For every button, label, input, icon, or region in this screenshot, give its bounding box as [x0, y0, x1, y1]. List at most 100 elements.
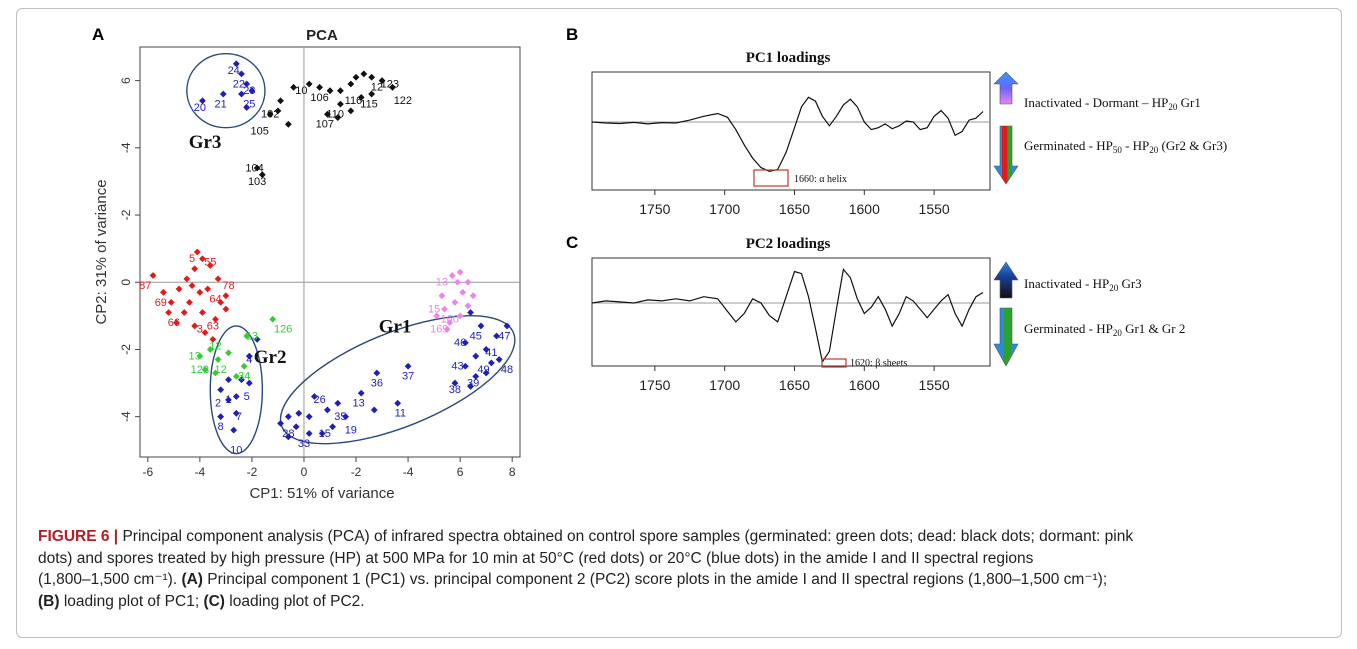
pca-point-gr3 — [199, 97, 206, 105]
pca-point-label: 8 — [218, 421, 224, 433]
pca-point-hp50 — [191, 265, 199, 273]
pca-point-label: 10 — [295, 85, 307, 97]
pca-point-gr1 — [495, 356, 503, 363]
pca-point-germinated — [214, 356, 222, 363]
loading-x-tick-label: 1650 — [779, 201, 810, 217]
pca-point-gr1 — [373, 369, 381, 377]
panel-label-a: A — [92, 25, 104, 44]
pca-point-dead — [305, 80, 313, 88]
pca-point-gr1 — [472, 352, 480, 360]
pca-point-label: 110 — [326, 109, 344, 121]
pca-point-label: 5 — [189, 253, 195, 265]
pca-point-label: 43 — [451, 361, 463, 373]
pca-point-label: 25 — [243, 98, 255, 110]
pca-point-gr1 — [394, 399, 402, 407]
pca-point-gr1 — [334, 399, 342, 407]
pca-point-dormant — [464, 302, 472, 310]
pca-point-hp50 — [204, 285, 212, 293]
pca-point-dormant — [454, 278, 461, 286]
pca-point-label: 1 — [225, 394, 231, 406]
panel-label-b: B — [566, 25, 578, 44]
pca-point-gr1 — [482, 369, 490, 377]
pca-point-label: 103 — [248, 176, 266, 188]
pca-point-hp50 — [173, 319, 180, 326]
pc2-loading-curve — [591, 268, 984, 364]
pca-point-gr1 — [284, 413, 292, 421]
pca-point-hp50 — [149, 272, 157, 279]
pca-point-label: 38 — [449, 384, 461, 396]
pca-y-tick-label: 0 — [119, 279, 133, 286]
pc1-highlight-box — [753, 169, 789, 187]
pca-point-hp50 — [222, 305, 230, 313]
pca-point-germinated — [243, 332, 251, 340]
pca-point-dead — [347, 80, 355, 88]
pca-point-label: 115 — [360, 98, 378, 110]
pca-point-hp50 — [217, 299, 225, 306]
pc1-loading-curve — [591, 96, 984, 173]
pca-point-label: 169 — [430, 324, 448, 336]
pca-y-tick-label: -2 — [119, 209, 133, 220]
pca-point-dormant — [459, 288, 467, 296]
pca-point-gr1 — [357, 389, 365, 397]
pca-plot-frame — [139, 46, 521, 458]
figure-caption: FIGURE 6 | Principal component analysis … — [38, 526, 1328, 612]
pca-point-dead — [253, 164, 261, 172]
pca-point-dead — [337, 100, 344, 108]
pc1-up-arrow — [993, 71, 1019, 105]
pca-point-dead — [352, 73, 360, 81]
pc1-annotation: 1660: α helix — [794, 174, 847, 185]
pca-point-label: 87 — [139, 280, 151, 292]
pca-point-gr2 — [225, 376, 232, 384]
pca-point-gr2 — [238, 376, 245, 384]
pca-point-dead — [266, 110, 274, 118]
pca-point-label: 123 — [381, 78, 399, 90]
pca-points — [149, 60, 511, 441]
loading-x-tick-label: 1700 — [709, 201, 740, 217]
loading-x-tick-label: 1550 — [919, 377, 950, 393]
pca-point-hp50 — [186, 299, 193, 306]
pca-point-label: 48 — [501, 364, 513, 376]
pca-point-dead — [357, 94, 365, 101]
pca-point-gr3 — [248, 87, 256, 95]
pca-point-gr2 — [245, 352, 253, 360]
pc1-x-ticks: 1750 1700 1650 1600 1550 — [639, 190, 950, 217]
pca-point-label: 47 — [498, 330, 510, 342]
pca-point-hp50 — [183, 275, 191, 283]
pca-point-dormant — [456, 268, 464, 276]
pca-point-dead — [347, 107, 355, 115]
group-ellipses — [186, 53, 516, 455]
caption-c-rest: loading plot of PC2. — [224, 592, 365, 610]
pca-point-dormant — [456, 312, 464, 320]
caption-line3: (1,800–1,500 cm⁻¹). — [38, 571, 178, 588]
pca-point-dead — [389, 83, 396, 91]
pca-point-hp50 — [175, 285, 183, 293]
pca-point-gr1 — [487, 359, 495, 367]
loading-x-tick-label: 1700 — [709, 377, 740, 393]
pca-point-gr3 — [232, 60, 240, 68]
pc2-annotation: 1620: β sheets — [850, 358, 907, 369]
pc2-title: PC2 loadings — [746, 236, 831, 252]
pca-point-label: 34 — [238, 371, 250, 383]
pca-point-label: 37 — [402, 371, 414, 383]
pca-point-label: 13 — [436, 277, 448, 289]
pca-x-tick-label: 0 — [301, 465, 308, 479]
pca-point-germinated — [225, 349, 232, 357]
pca-point-gr1 — [467, 309, 474, 316]
pca-point-dead — [290, 83, 297, 91]
pca-point-dormant — [441, 305, 448, 313]
loading-x-tick-label: 1600 — [849, 377, 880, 393]
pca-point-germinated — [196, 352, 204, 360]
pc1-side-up-label: Inactivated - Dormant – HP20 Gr1 — [1024, 95, 1201, 112]
pca-point-germinated — [232, 372, 240, 380]
pca-point-label: 10 — [230, 445, 242, 457]
pca-point-gr1 — [305, 430, 313, 437]
pca-y-tick-label: -4 — [119, 411, 133, 422]
pca-x-axis-label: CP1: 51% of variance — [249, 485, 394, 502]
pca-x-tick-label: -6 — [142, 465, 153, 479]
pca-point-label: 106 — [310, 92, 328, 104]
pca-point-label: 4 — [246, 354, 252, 366]
pca-point-label: 46 — [454, 337, 466, 349]
